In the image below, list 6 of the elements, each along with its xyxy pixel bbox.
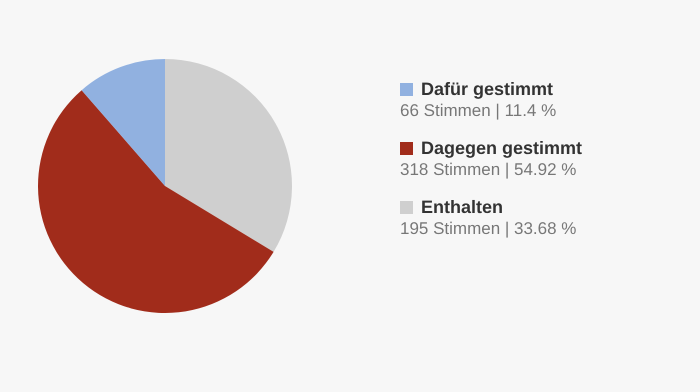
legend-label: Dafür gestimmt [421, 79, 554, 100]
legend-label: Dagegen gestimmt [421, 138, 582, 159]
data-label: 195 Stimmen | 33.68 % [400, 219, 578, 239]
data-label: 66 Stimmen | 11.4 % [400, 101, 558, 121]
legend-label: Enthalten [421, 197, 504, 218]
data-label: 318 Stimmen | 54.92 % [400, 160, 578, 180]
